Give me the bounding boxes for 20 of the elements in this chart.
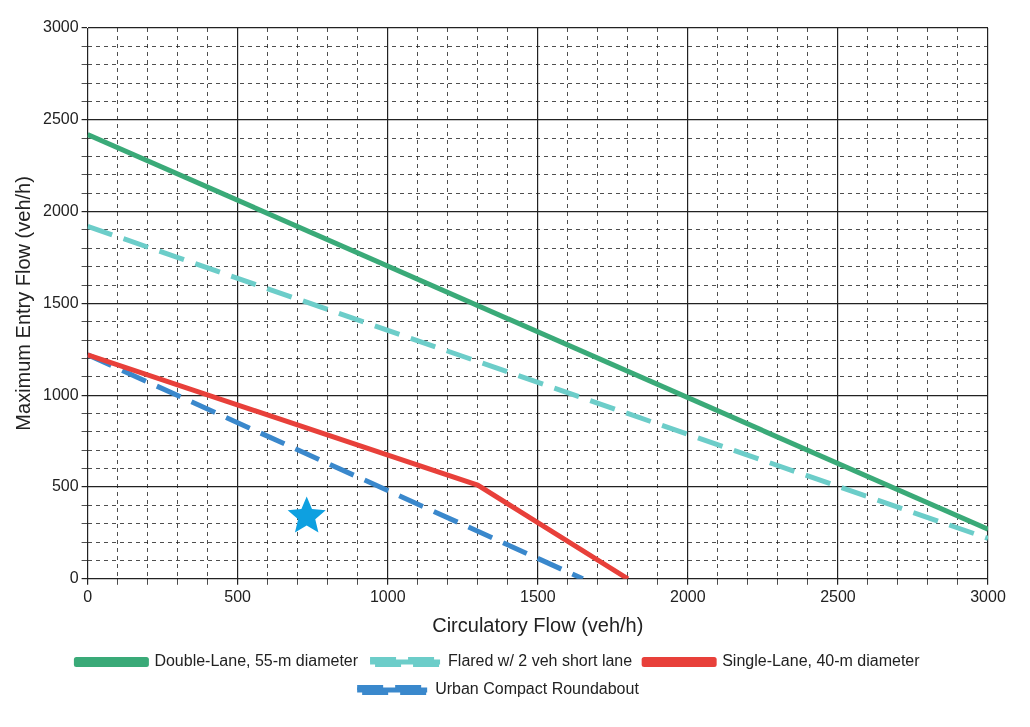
x-tick-label: 2500: [820, 587, 856, 605]
x-tick-label: 500: [224, 587, 252, 605]
y-tick-label: 1500: [43, 293, 79, 311]
y-tick-label: 1000: [43, 385, 79, 403]
x-tick-label: 1000: [369, 587, 406, 605]
y-tick-label: 2500: [43, 110, 79, 128]
x-tick-label: 0: [83, 587, 93, 605]
y-tick-label: 3000: [43, 18, 79, 36]
x-axis-title: Circulatory Flow (veh/h): [432, 613, 644, 636]
legend-label: Double-Lane, 55-m diameter: [154, 652, 359, 670]
x-tick-label: 2000: [670, 587, 706, 605]
y-tick-label: 500: [51, 477, 79, 495]
x-tick-label: 3000: [970, 587, 1006, 605]
legend-label: Urban Compact Roundabout: [435, 680, 640, 698]
y-tick-label: 2000: [43, 202, 79, 220]
legend-label: Flared w/ 2 veh short lane: [448, 652, 633, 670]
legend-label: Single-Lane, 40-m diameter: [722, 652, 921, 670]
x-tick-label: 1500: [520, 587, 556, 605]
y-axis-title: Maximum Entry Flow (veh/h): [11, 176, 34, 431]
y-tick-label: 0: [69, 569, 79, 587]
